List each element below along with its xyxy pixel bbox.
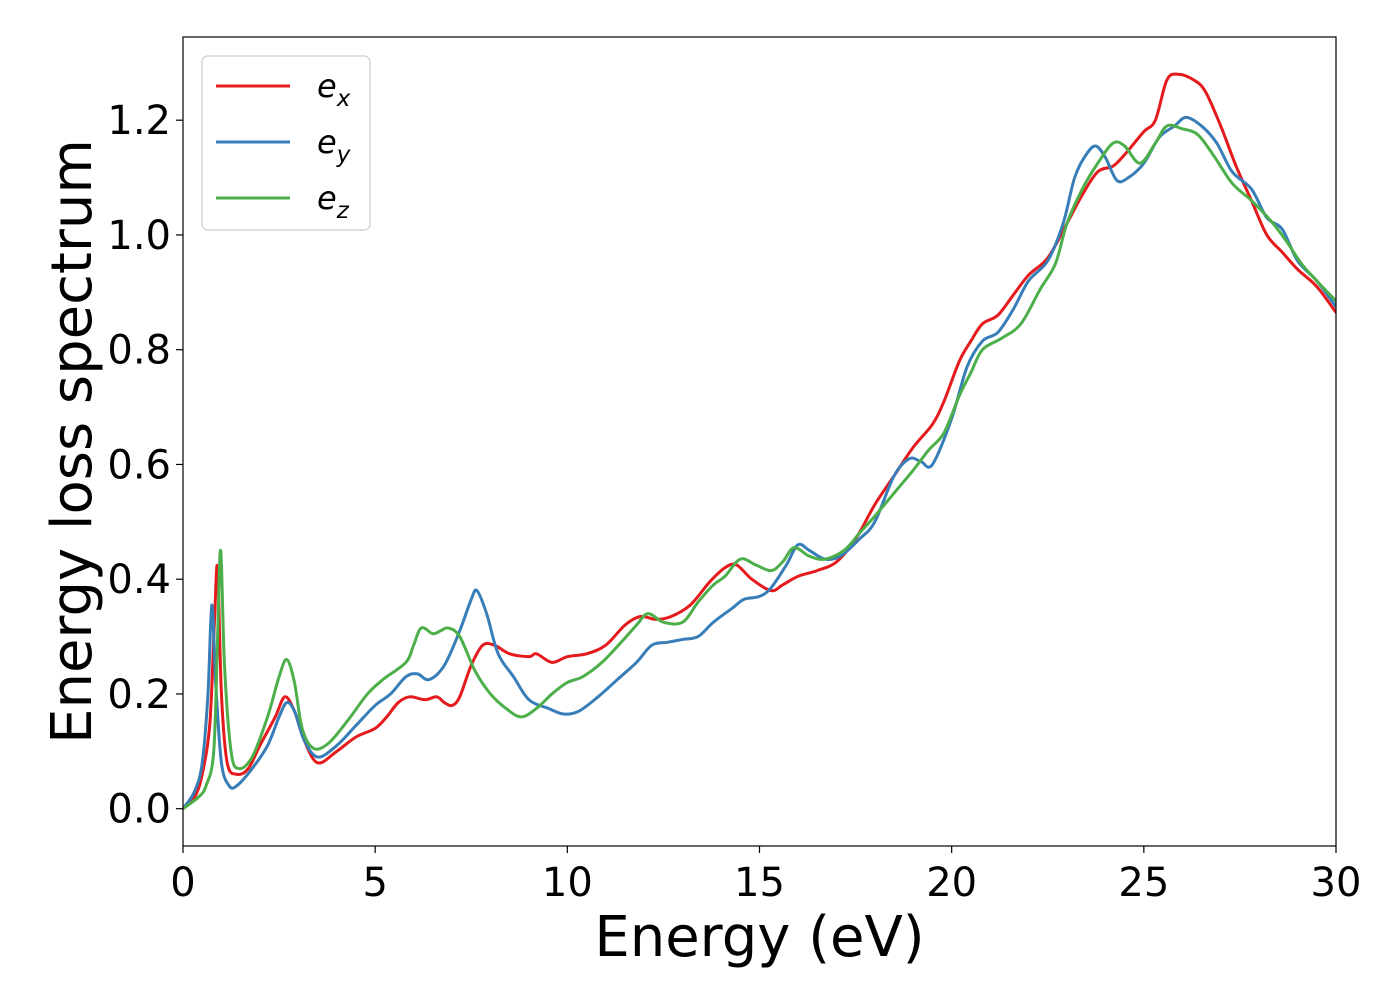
x-axis-ticks: 0 5 10 15 20 25 30 — [170, 846, 1361, 906]
series-layer — [183, 72, 1336, 811]
y-axis-title: Energy loss spectrum — [40, 139, 105, 744]
x-tick-label: 5 — [362, 860, 387, 906]
y-tick-label: 0.2 — [107, 672, 171, 718]
series-line-y — [183, 115, 1336, 811]
x-tick-label: 30 — [1311, 860, 1362, 906]
y-tick-label: 1.0 — [107, 213, 171, 259]
x-tick-label: 20 — [926, 860, 977, 906]
legend: ex ey ez — [201, 55, 371, 231]
x-tick-label: 0 — [170, 860, 195, 906]
series-line-z — [183, 123, 1336, 811]
x-tick-label: 15 — [734, 860, 785, 906]
legend-label-x: ex — [317, 67, 351, 112]
legend-label-z: ez — [317, 179, 350, 224]
y-tick-label: 0.8 — [107, 328, 171, 374]
y-tick-label: 1.2 — [107, 98, 171, 144]
y-tick-label: 0.6 — [107, 442, 171, 488]
x-tick-label: 25 — [1118, 860, 1169, 906]
x-axis-title: Energy (eV) — [594, 905, 924, 970]
y-tick-label: 0.4 — [107, 557, 171, 603]
x-tick-label: 10 — [542, 860, 593, 906]
y-axis-ticks: 0.0 0.2 0.4 0.6 0.8 1.0 1.2 — [107, 98, 183, 833]
legend-label-y: ey — [317, 123, 351, 168]
y-tick-label: 0.0 — [107, 787, 171, 833]
